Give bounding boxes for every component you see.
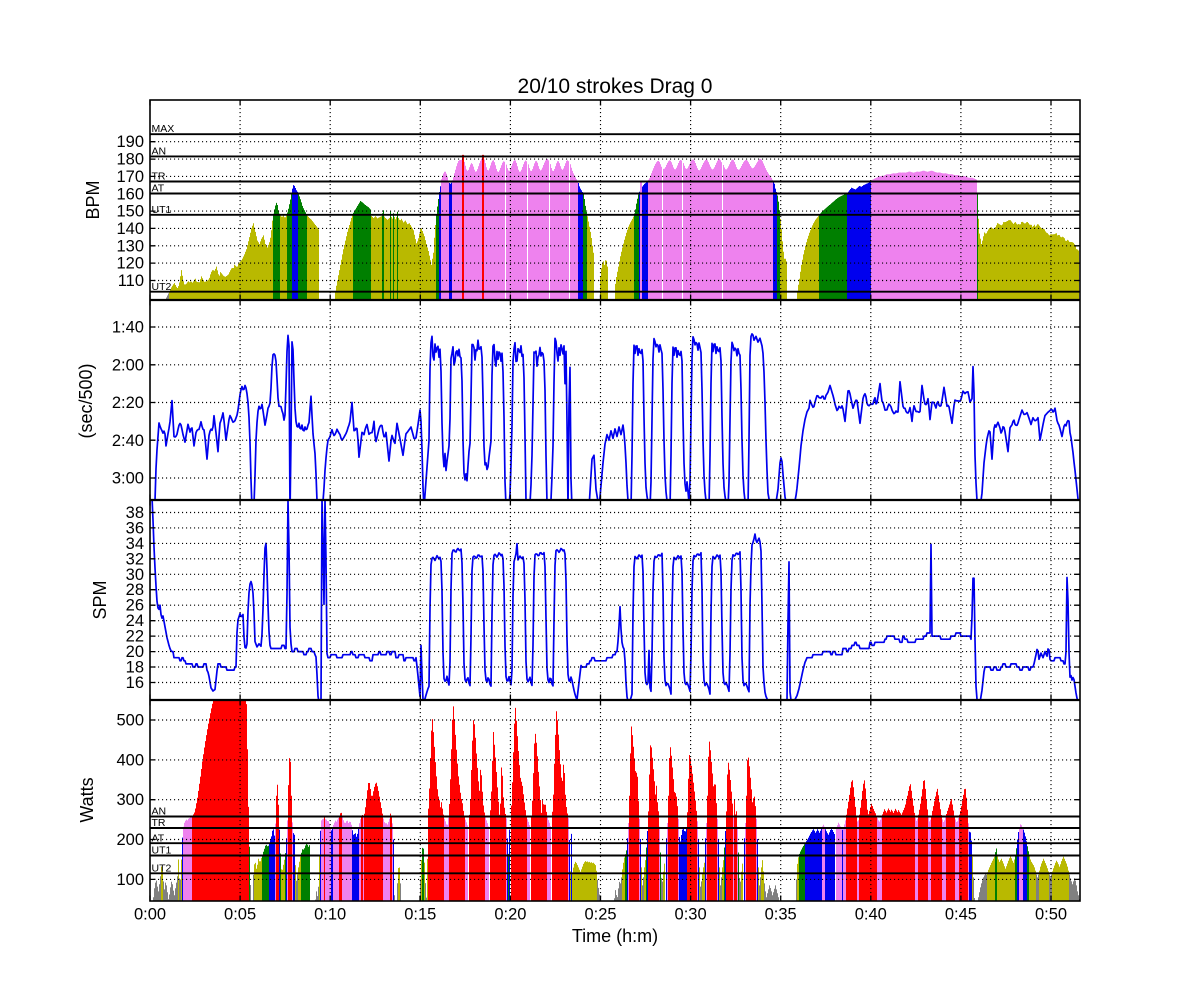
- svg-text:3:00: 3:00: [112, 470, 144, 488]
- svg-text:130: 130: [116, 237, 144, 255]
- svg-text:170: 170: [116, 168, 144, 186]
- svg-text:AN: AN: [152, 806, 167, 818]
- svg-text:0:50: 0:50: [1035, 906, 1067, 924]
- svg-text:AN: AN: [152, 145, 167, 157]
- svg-text:100: 100: [116, 871, 144, 889]
- svg-text:140: 140: [116, 220, 144, 238]
- svg-text:0:10: 0:10: [314, 906, 346, 924]
- svg-text:18: 18: [126, 659, 144, 677]
- svg-text:30: 30: [126, 566, 144, 584]
- svg-text:UT2: UT2: [152, 863, 172, 875]
- svg-text:500: 500: [116, 712, 144, 730]
- svg-text:0:30: 0:30: [675, 906, 707, 924]
- svg-text:0:20: 0:20: [494, 906, 526, 924]
- svg-text:UT2: UT2: [152, 281, 172, 293]
- svg-text:Time (h:m): Time (h:m): [572, 926, 658, 946]
- svg-text:0:15: 0:15: [404, 906, 436, 924]
- svg-text:32: 32: [126, 550, 144, 568]
- svg-text:0:40: 0:40: [855, 906, 887, 924]
- svg-text:24: 24: [126, 612, 144, 630]
- svg-text:38: 38: [126, 504, 144, 522]
- svg-text:2:20: 2:20: [112, 394, 144, 412]
- svg-text:AT: AT: [152, 183, 165, 195]
- svg-text:400: 400: [116, 751, 144, 769]
- svg-text:150: 150: [116, 203, 144, 221]
- svg-text:AT: AT: [152, 832, 165, 844]
- svg-text:180: 180: [116, 151, 144, 169]
- svg-text:(sec/500): (sec/500): [76, 363, 96, 438]
- svg-text:UT1: UT1: [152, 204, 172, 216]
- svg-text:26: 26: [126, 597, 144, 615]
- svg-text:22: 22: [126, 628, 144, 646]
- svg-text:300: 300: [116, 791, 144, 809]
- svg-text:36: 36: [126, 519, 144, 537]
- svg-text:28: 28: [126, 581, 144, 599]
- svg-text:34: 34: [126, 535, 144, 553]
- svg-text:BPM: BPM: [83, 180, 103, 219]
- svg-text:1:40: 1:40: [112, 319, 144, 337]
- svg-text:20: 20: [126, 643, 144, 661]
- svg-text:20/10 strokes Drag 0: 20/10 strokes Drag 0: [518, 75, 713, 98]
- svg-text:TR: TR: [152, 817, 166, 829]
- svg-text:TR: TR: [152, 171, 166, 183]
- svg-text:190: 190: [116, 133, 144, 151]
- svg-text:2:40: 2:40: [112, 432, 144, 450]
- svg-text:16: 16: [126, 674, 144, 692]
- svg-text:0:35: 0:35: [765, 906, 797, 924]
- svg-text:0:45: 0:45: [945, 906, 977, 924]
- svg-text:MAX: MAX: [152, 123, 175, 135]
- svg-text:160: 160: [116, 185, 144, 203]
- svg-text:SPM: SPM: [90, 580, 110, 619]
- svg-text:2:00: 2:00: [112, 356, 144, 374]
- svg-text:0:05: 0:05: [224, 906, 256, 924]
- svg-text:0:00: 0:00: [134, 906, 166, 924]
- svg-text:200: 200: [116, 831, 144, 849]
- svg-text:Watts: Watts: [77, 777, 97, 822]
- svg-text:120: 120: [116, 255, 144, 273]
- svg-text:110: 110: [118, 272, 144, 290]
- svg-text:UT1: UT1: [152, 845, 172, 857]
- svg-text:0:25: 0:25: [584, 906, 616, 924]
